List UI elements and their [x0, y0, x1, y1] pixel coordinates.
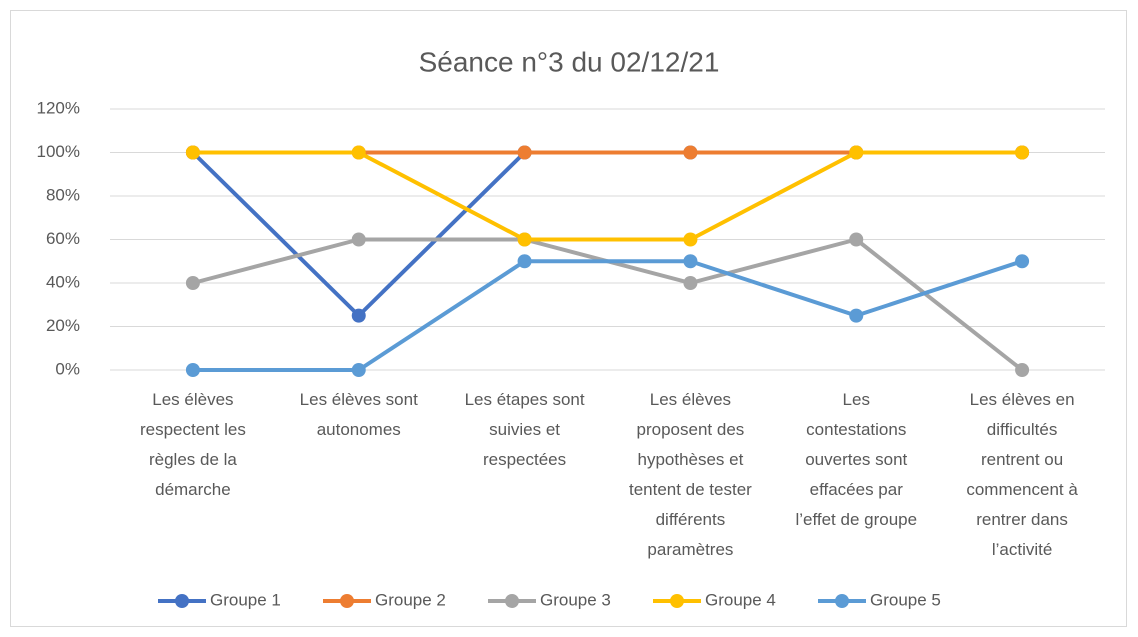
legend-marker [835, 594, 849, 608]
chart-frame [10, 10, 1127, 627]
point [351, 232, 366, 247]
point [517, 145, 532, 160]
y-tick-label: 20% [46, 316, 80, 335]
y-tick-label: 100% [37, 142, 80, 161]
point [683, 145, 698, 160]
point [185, 363, 200, 377]
point [1015, 145, 1030, 160]
point [517, 232, 532, 247]
x-tick-label: Les élèves respectent les règles de la déma… [140, 390, 246, 499]
point [1015, 363, 1030, 377]
point [683, 276, 698, 290]
point [1015, 254, 1030, 269]
point [185, 145, 200, 160]
series-line [192, 150, 1023, 242]
legend-label: Groupe 4 [705, 590, 776, 609]
point [849, 308, 864, 323]
x-tick-label: Les étapes sont suivies et respectées [465, 390, 585, 469]
legend-marker [505, 594, 519, 608]
point [185, 276, 200, 290]
legend-marker [175, 594, 189, 608]
point [683, 232, 698, 247]
x-tick-label: Les élèves proposent des hypothèses et tent… [629, 390, 752, 559]
y-tick-label: 80% [46, 185, 80, 204]
x-tick-label: Les contestations ouvertes sont effacées pa… [795, 390, 917, 529]
x-tick-label: Les élèves sont autonomes [300, 390, 418, 439]
legend-label: Groupe 3 [540, 590, 611, 609]
point [849, 145, 864, 160]
point [351, 308, 366, 323]
x-tick-label: Les élèves en difficultés rentrent ou comme… [966, 390, 1078, 559]
legend-label: Groupe 2 [375, 590, 446, 609]
point [351, 363, 366, 377]
legend-marker [340, 594, 354, 608]
y-tick-label: 60% [46, 229, 80, 248]
y-tick-label: 0% [55, 359, 80, 378]
y-tick-label: 40% [46, 272, 80, 291]
point [849, 232, 864, 247]
point [517, 254, 532, 269]
point [683, 254, 698, 269]
chart-title: Séance n°3 du 02/12/21 [419, 46, 720, 77]
legend-marker [670, 594, 684, 608]
legend-label: Groupe 5 [870, 590, 941, 609]
y-tick-label: 120% [37, 98, 80, 117]
point [351, 145, 366, 160]
legend-label: Groupe 1 [210, 590, 281, 609]
series-line [192, 259, 1023, 372]
